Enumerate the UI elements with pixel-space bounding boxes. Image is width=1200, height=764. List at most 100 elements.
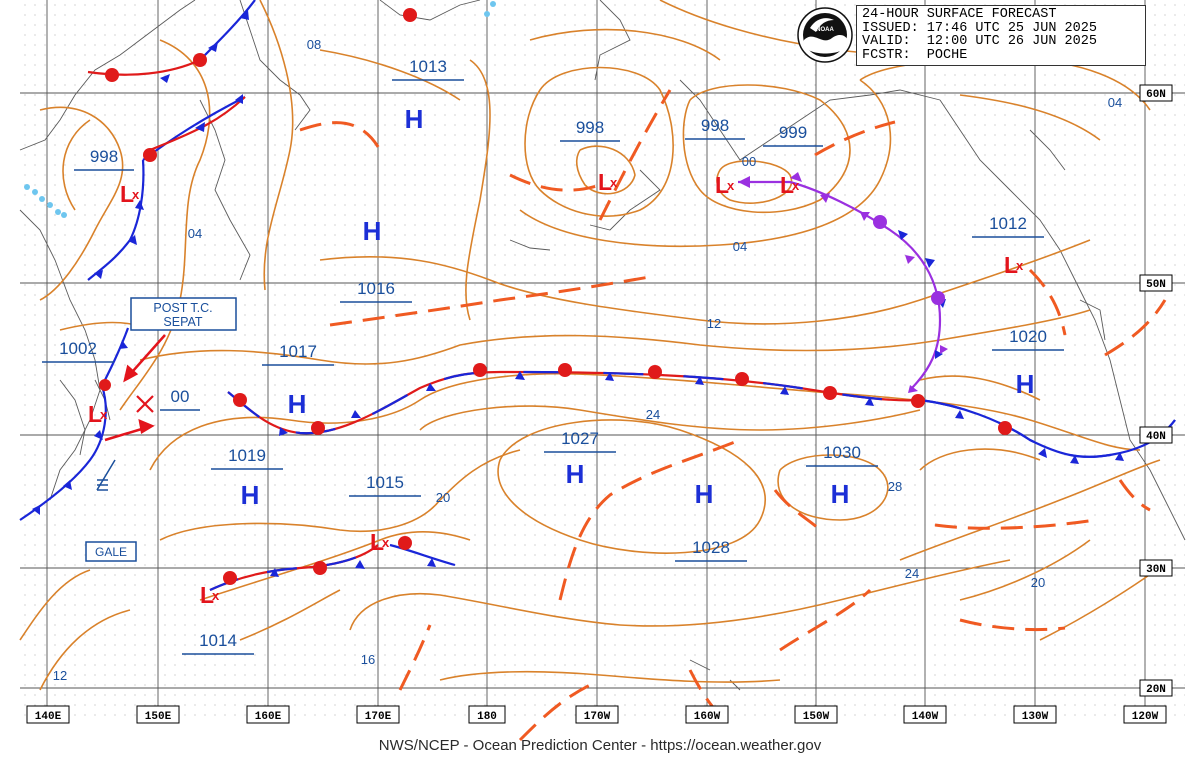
isobar-label: 16 (361, 652, 375, 667)
svg-text:GALE: GALE (95, 545, 127, 559)
svg-text:L: L (780, 172, 794, 198)
svg-text:140W: 140W (912, 711, 939, 723)
high-center: H (241, 480, 260, 510)
svg-text:NOAA: NOAA (816, 27, 834, 33)
latitude-label: 50N (1139, 274, 1173, 292)
legend-valid: VALID: 12:00 UTC 26 JUN 2025 (862, 34, 1097, 49)
pressure-underlines (42, 79, 1064, 655)
warm-front-symbols (99, 8, 1012, 585)
longitude-axis: 140E 150E 160E 170E 180 170W 160W 150W 1… (26, 705, 1167, 724)
pressure-value: 1019 (228, 446, 266, 465)
svg-text:160E: 160E (255, 711, 282, 723)
high-center: H (405, 104, 424, 134)
high-pressure-centers: H H H H H H H H (241, 104, 1035, 510)
isobar-label: 12 (707, 316, 721, 331)
latitude-label: 20N (1139, 679, 1173, 697)
low-pressure-centers: Lx Lx Lx Lx Lx Lx Lx Lx (88, 169, 1024, 608)
longitude-label: 170E (356, 705, 400, 724)
pressure-value: 998 (90, 147, 118, 166)
forecast-legend: 24-HOUR SURFACE FORECAST ISSUED: 17:46 U… (856, 5, 1146, 66)
pressure-value: 1020 (1009, 327, 1047, 346)
isobar-label: 04 (733, 239, 747, 254)
svg-text:20N: 20N (1146, 684, 1166, 696)
low-center: Lx (1004, 252, 1024, 278)
cold-front-symbols (32, 10, 1168, 577)
svg-text:L: L (370, 529, 384, 555)
svg-text:x: x (212, 588, 220, 603)
storm-track-arrows (104, 334, 166, 442)
svg-text:40N: 40N (1146, 431, 1166, 443)
low-center: Lx (598, 169, 618, 195)
svg-text:x: x (792, 178, 800, 193)
high-center: H (566, 459, 585, 489)
longitude-label: 140E (26, 705, 70, 724)
isobar-label: 28 (888, 479, 902, 494)
occluded-front-symbols (738, 172, 948, 393)
pressure-value: 1017 (279, 342, 317, 361)
graticule (20, 0, 1185, 720)
svg-text:L: L (715, 172, 729, 198)
pressure-value: 998 (576, 118, 604, 137)
pressure-value: 1012 (989, 214, 1027, 233)
longitude-label: 150W (794, 705, 838, 724)
high-center: H (363, 216, 382, 246)
svg-text:170E: 170E (365, 711, 392, 723)
svg-text:170W: 170W (584, 711, 611, 723)
svg-text:L: L (598, 169, 612, 195)
svg-text:x: x (132, 187, 140, 202)
low-center: Lx (370, 529, 390, 555)
legend-forecaster: FCSTR: POCHE (862, 47, 968, 63)
pressure-value: 1027 (561, 429, 599, 448)
low-center: Lx (780, 172, 800, 198)
isobar-label: 20 (1031, 575, 1045, 590)
troughs (299, 89, 1167, 742)
low-center: Lx (120, 181, 140, 207)
post-tc-label: POST T.C. SEPAT (130, 297, 237, 331)
pressure-values: 998 1013 998 998 999 1016 1012 1002 1017… (59, 57, 1047, 650)
svg-text:120W: 120W (1132, 711, 1159, 723)
svg-text:x: x (610, 175, 618, 190)
pressure-value: 1013 (409, 57, 447, 76)
noaa-logo: NOAA (797, 7, 853, 63)
longitude-label: 160W (685, 705, 729, 724)
pressure-value: 998 (701, 116, 729, 135)
longitude-label: 140W (903, 705, 947, 724)
isobar-label: 12 (53, 668, 67, 683)
svg-text:160W: 160W (694, 711, 721, 723)
svg-text:140E: 140E (35, 711, 62, 723)
pressure-value: 1015 (366, 473, 404, 492)
isobar-label: 24 (646, 407, 660, 422)
footer-credit: NWS/NCEP - Ocean Prediction Center - htt… (378, 737, 822, 754)
legend-title: 24-HOUR SURFACE FORECAST (862, 7, 1057, 22)
high-center: H (288, 389, 307, 419)
svg-text:130W: 130W (1022, 711, 1049, 723)
svg-text:50N: 50N (1146, 279, 1166, 291)
isobar-label: 04 (1108, 95, 1122, 110)
svg-text:L: L (200, 582, 214, 608)
isobar-label: 00 (742, 154, 756, 169)
small-islands (24, 1, 496, 218)
longitude-label: 150E (136, 705, 180, 724)
pressure-value: 1016 (357, 279, 395, 298)
legend-issued: ISSUED: 17:46 UTC 25 JUN 2025 (862, 20, 1097, 36)
latitude-label: 40N (1139, 426, 1173, 444)
isobar-label: 08 (307, 37, 321, 52)
high-center: H (1016, 369, 1035, 399)
pressure-value: 1028 (692, 538, 730, 557)
fronts (19, 0, 1176, 591)
svg-text:SEPAT: SEPAT (163, 315, 202, 329)
svg-text:L: L (88, 401, 102, 427)
low-center: Lx (200, 582, 220, 608)
svg-text:POST T.C.: POST T.C. (153, 301, 212, 315)
pressure-value: 999 (779, 123, 807, 142)
high-center: H (695, 479, 714, 509)
post-tc-position-icon (136, 395, 154, 413)
wind-barb-icon (96, 459, 116, 491)
latitude-label: 30N (1139, 559, 1173, 577)
longitude-label: 130W (1013, 705, 1057, 724)
isobar-label: 24 (905, 566, 919, 581)
pressure-value: 1014 (199, 631, 237, 650)
high-center: H (831, 479, 850, 509)
low-center: Lx (88, 401, 108, 427)
